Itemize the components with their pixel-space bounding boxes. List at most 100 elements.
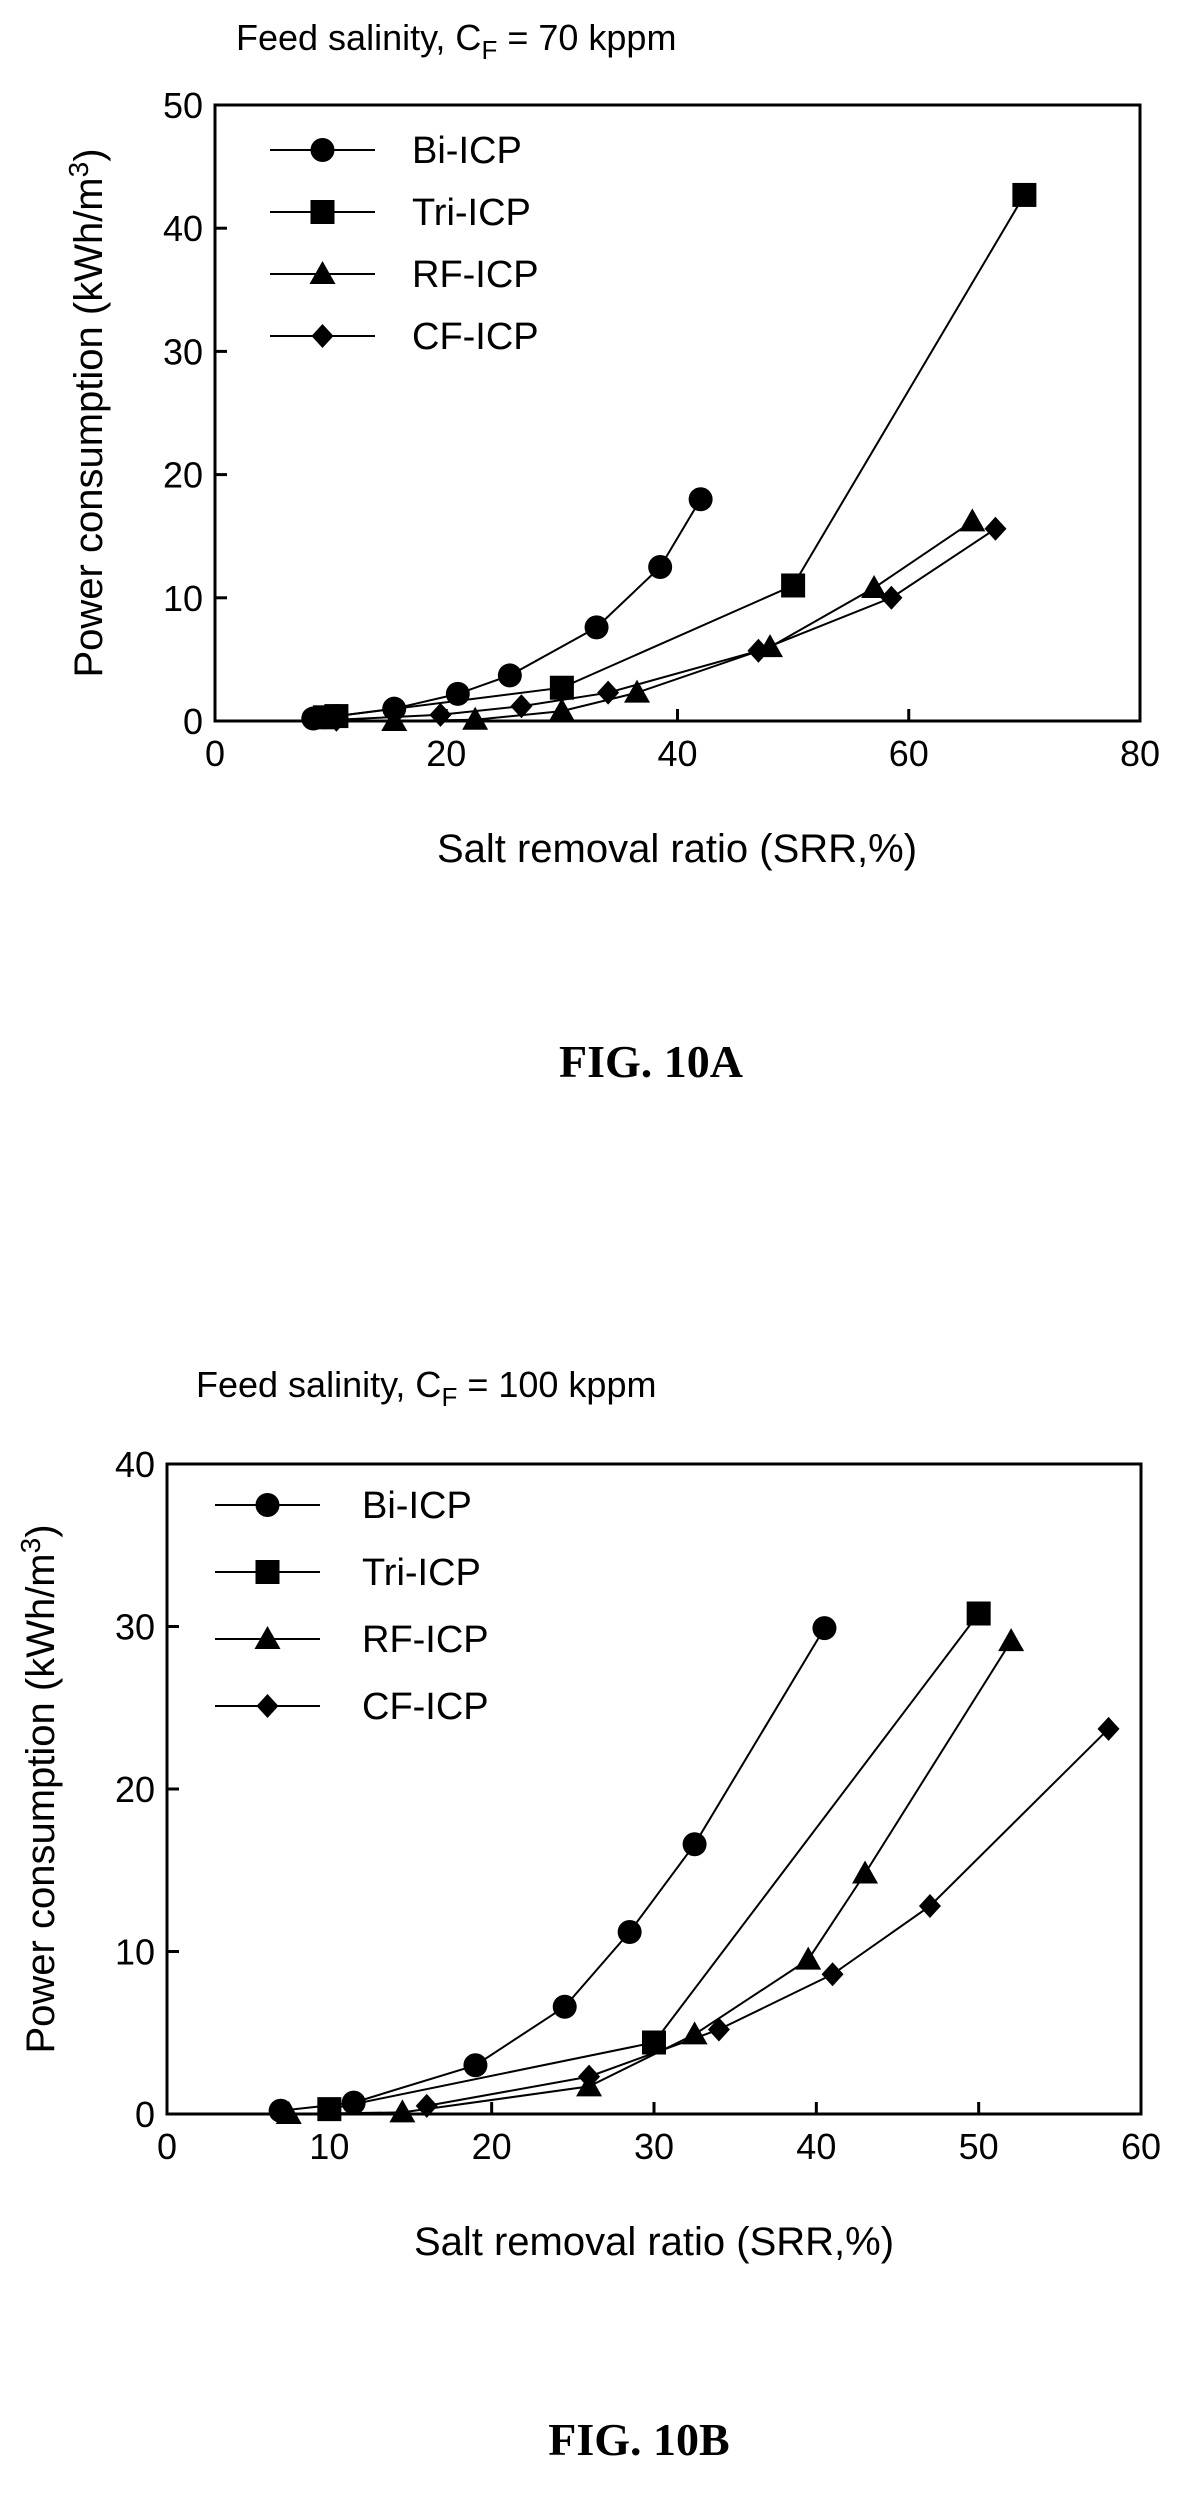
data-point-bi-icp <box>617 1920 642 1944</box>
chart-fig-10b: 0 10 20 30 40 50 60 0 10 20 30 40 Feed salinity, CF … <box>15 1364 1161 2465</box>
data-point-cf-icp <box>747 638 770 663</box>
y-axis-label-superscript: 3 <box>15 1538 46 1554</box>
plot-frame <box>213 103 1142 723</box>
data-point-cf-icp <box>1097 1716 1120 1741</box>
legend-marker-bi-icp <box>310 138 335 162</box>
data-point-rf-icp <box>381 708 408 731</box>
data-point-cf-icp <box>880 585 903 610</box>
data-point-rf-icp <box>624 679 651 703</box>
x-tick-label: 0 <box>205 733 225 774</box>
data-point-tri-icp <box>317 2097 342 2122</box>
data-point-tri-icp <box>781 573 806 598</box>
data-point-cf-icp <box>821 1962 844 1987</box>
y-axis-label-text: Power consumption (kWh/m <box>19 1553 63 2053</box>
legend-label-tri-icp: Tri-ICP <box>412 192 531 234</box>
data-point-rf-icp <box>861 574 888 598</box>
legend-marker-bi-icp <box>255 1493 280 1517</box>
chart-title: Feed salinity, CF = 70 kppm <box>236 17 676 65</box>
y-tick-label: 20 <box>115 1769 155 1810</box>
data-point-rf-icp <box>275 2101 302 2124</box>
y-tick-label: 20 <box>163 455 203 496</box>
data-point-tri-icp <box>549 675 574 700</box>
y-axis-label: Power consumption (kWh/m3) <box>63 148 111 677</box>
data-point-bi-icp <box>812 1616 837 1641</box>
x-axis-label: Salt removal ratio (SRR,%) <box>437 827 917 871</box>
data-point-rf-icp <box>681 2021 708 2045</box>
y-axis-label-text: Power consumption (kWh/m <box>67 177 111 677</box>
legend-marker-cf-icp <box>256 1694 279 1718</box>
data-point-cf-icp <box>510 694 533 719</box>
legend-label-cf-icp: CF-ICP <box>362 1686 489 1728</box>
legend-marker-rf-icp <box>309 261 336 284</box>
figure-caption: FIG. 10B <box>548 2414 729 2465</box>
chart-title-suffix: = 100 kppm <box>457 1364 656 1405</box>
data-point-bi-icp <box>341 2090 366 2115</box>
legend-label-tri-icp: Tri-ICP <box>362 1552 481 1594</box>
y-tick-label: 30 <box>163 331 203 372</box>
x-tick-label: 50 <box>959 2126 999 2167</box>
x-tick-label: 30 <box>634 2126 674 2167</box>
chart-title-suffix: = 70 kppm <box>497 17 676 58</box>
x-tick-label: 60 <box>1121 2126 1161 2167</box>
x-tick-label: 60 <box>889 733 929 774</box>
data-point-cf-icp <box>429 702 452 727</box>
chart-fig-10a: 0 20 40 60 80 0 10 20 30 40 50 Feed salinity, CF = … <box>63 17 1160 1087</box>
x-tick-label: 20 <box>472 2126 512 2167</box>
chart-title-text: Feed salinity, C <box>196 1364 441 1405</box>
y-tick-label: 40 <box>163 208 203 249</box>
data-point-rf-icp <box>548 698 575 722</box>
series-line-cf-icp <box>426 1728 1110 2107</box>
data-point-rf-icp <box>462 706 489 730</box>
y-axis-label-suffix: ) <box>19 1524 63 1537</box>
legend-marker-tri-icp <box>310 200 335 224</box>
data-point-cf-icp <box>707 2017 730 2042</box>
legend-label-rf-icp: RF-ICP <box>412 254 539 296</box>
legend-marker-tri-icp <box>255 1560 280 1584</box>
series-line-rf-icp <box>394 520 973 722</box>
y-axis-label-superscript: 3 <box>63 162 94 178</box>
chart-title-text: Feed salinity, C <box>236 17 481 58</box>
data-point-rf-icp <box>852 1860 879 1884</box>
chart-title-subscript: F <box>481 35 497 65</box>
legend-label-bi-icp: Bi-ICP <box>362 1485 472 1527</box>
data-point-bi-icp <box>497 663 522 688</box>
y-axis-label: Power consumption (kWh/m3) <box>15 1524 63 2053</box>
data-point-rf-icp <box>998 1628 1025 1652</box>
data-point-bi-icp <box>552 1994 577 2019</box>
y-tick-label: 30 <box>115 1607 155 1648</box>
y-tick-label: 50 <box>163 85 203 126</box>
y-tick-label: 0 <box>135 2094 155 2135</box>
data-point-cf-icp <box>415 2093 438 2118</box>
data-point-tri-icp <box>1012 182 1037 207</box>
legend-marker-rf-icp <box>254 1626 281 1649</box>
x-axis-label: Salt removal ratio (SRR,%) <box>414 2220 894 2264</box>
x-tick-label: 80 <box>1120 733 1160 774</box>
x-tick-label: 10 <box>309 2126 349 2167</box>
y-axis-label-suffix: ) <box>67 148 111 161</box>
legend-marker-cf-icp <box>311 324 334 348</box>
x-tick-label: 20 <box>426 733 466 774</box>
data-point-bi-icp <box>648 555 673 579</box>
y-tick-label: 10 <box>115 1932 155 1973</box>
data-point-cf-icp <box>325 707 348 732</box>
data-point-bi-icp <box>584 615 609 640</box>
data-point-rf-icp <box>389 2099 416 2123</box>
data-point-rf-icp <box>795 1946 822 1970</box>
y-tick-label: 40 <box>115 1444 155 1485</box>
data-point-cf-icp <box>597 680 620 705</box>
data-point-cf-icp <box>578 2064 601 2089</box>
y-tick-label: 10 <box>163 578 203 619</box>
legend-label-rf-icp: RF-ICP <box>362 1619 489 1661</box>
x-tick-label: 40 <box>657 733 697 774</box>
data-point-bi-icp <box>463 2053 488 2078</box>
data-point-cf-icp <box>984 516 1007 541</box>
data-point-bi-icp <box>682 1832 707 1857</box>
y-tick-label: 0 <box>183 701 203 742</box>
x-tick-label: 40 <box>796 2126 836 2167</box>
chart-title: Feed salinity, CF = 100 kppm <box>196 1364 656 1412</box>
data-point-cf-icp <box>918 1894 941 1918</box>
chart-title-subscript: F <box>441 1382 457 1412</box>
figure-caption: FIG. 10A <box>559 1036 743 1087</box>
x-tick-label: 0 <box>157 2126 177 2167</box>
